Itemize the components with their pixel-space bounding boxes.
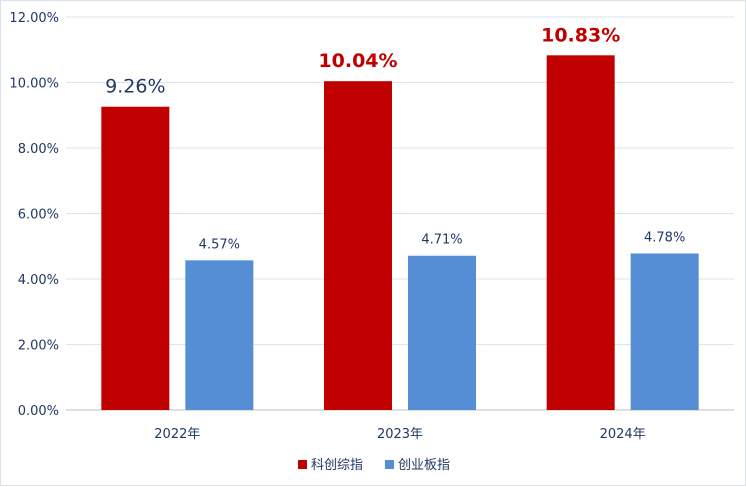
legend-swatch (385, 460, 394, 469)
y-tick-label: 6.00% (18, 208, 59, 223)
data-label: 10.83% (541, 24, 620, 46)
legend-swatch (298, 460, 307, 469)
y-tick-label: 0.00% (18, 404, 59, 419)
bar-kechuang (101, 106, 170, 411)
data-label: 4.57% (199, 237, 240, 252)
x-category-label: 2023年 (377, 427, 423, 442)
grid-lines (66, 16, 734, 411)
legend: 科创综指 创业板指 (298, 458, 450, 473)
x-category-label: 2022年 (154, 427, 200, 442)
bar-chuangye (185, 260, 254, 410)
bars (101, 55, 699, 411)
y-axis-ticks: 0.00% 2.00% 4.00% 6.00% 8.00% 10.00% 12.00% (9, 11, 59, 419)
y-tick-label: 2.00% (18, 339, 59, 354)
x-axis-categories: 2022年 2023年 2024年 (154, 427, 645, 442)
legend-label: 创业板指 (398, 458, 450, 473)
legend-label: 科创综指 (311, 458, 363, 473)
data-labels: 9.26% 4.57% 10.04% 4.71% 10.83% 4.78% (105, 24, 685, 252)
data-label: 4.78% (644, 230, 685, 245)
y-tick-label: 4.00% (18, 273, 59, 288)
data-label: 9.26% (105, 76, 165, 98)
data-label: 10.04% (318, 50, 397, 72)
bar-kechuang (546, 55, 615, 410)
x-category-label: 2024年 (600, 427, 646, 442)
bar-chuangye (630, 253, 699, 410)
bar-chuangye (408, 255, 476, 410)
y-tick-label: 10.00% (9, 77, 59, 92)
y-tick-label: 12.00% (9, 11, 59, 26)
data-label: 4.71% (421, 233, 462, 248)
bar-kechuang (324, 81, 392, 410)
y-tick-label: 8.00% (18, 142, 59, 157)
